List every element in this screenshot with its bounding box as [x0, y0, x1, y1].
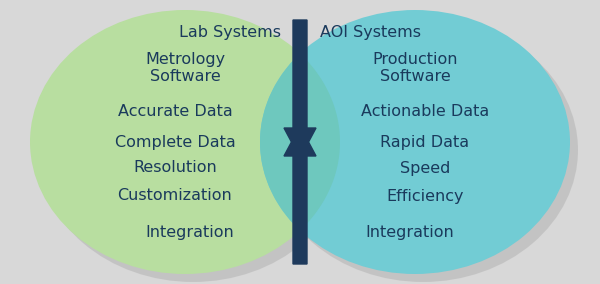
Ellipse shape [30, 10, 340, 274]
Text: Accurate Data: Accurate Data [118, 105, 232, 120]
Ellipse shape [38, 18, 348, 282]
Text: Metrology
Software: Metrology Software [145, 52, 225, 84]
Ellipse shape [260, 10, 570, 274]
FancyArrow shape [284, 126, 316, 264]
FancyArrow shape [284, 20, 316, 158]
Text: Rapid Data: Rapid Data [380, 135, 470, 149]
Text: Lab Systems: Lab Systems [179, 24, 281, 39]
Text: Integration: Integration [146, 224, 235, 239]
Text: Actionable Data: Actionable Data [361, 105, 489, 120]
Ellipse shape [268, 18, 578, 282]
Text: Integration: Integration [365, 224, 454, 239]
Polygon shape [260, 54, 340, 230]
Text: Speed: Speed [400, 160, 450, 176]
Text: Resolution: Resolution [133, 160, 217, 176]
Text: AOI Systems: AOI Systems [320, 24, 421, 39]
Text: Production
Software: Production Software [372, 52, 458, 84]
Text: Complete Data: Complete Data [115, 135, 235, 149]
Text: Efficiency: Efficiency [386, 189, 464, 204]
Text: Customization: Customization [118, 189, 232, 204]
